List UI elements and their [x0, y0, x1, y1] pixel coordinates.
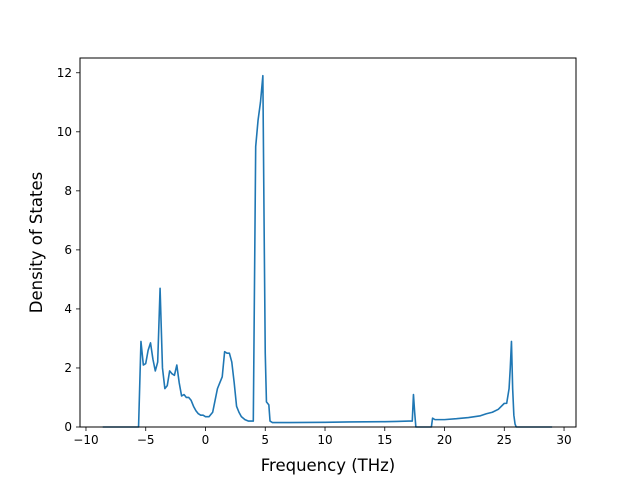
dos-series-line	[102, 74, 553, 428]
x-tick-label: 0	[202, 433, 210, 447]
x-tick-label: 10	[317, 433, 332, 447]
y-tick-label: 2	[64, 361, 72, 375]
x-tick-label: 25	[497, 433, 512, 447]
x-tick-label: 30	[556, 433, 571, 447]
axis-ticks: −10 −5 0 5 10 15 20 25 30 0 2 4 6 8 10 12	[57, 66, 572, 447]
y-axis-label: Density of States	[27, 172, 46, 313]
y-tick-label: 6	[64, 243, 72, 257]
y-tick-label: 4	[64, 302, 72, 316]
plot-frame	[79, 57, 577, 428]
y-tick-label: 0	[64, 420, 72, 434]
x-axis-label: Frequency (THz)	[261, 456, 396, 475]
y-tick-label: 8	[64, 184, 72, 198]
x-tick-label: 20	[437, 433, 452, 447]
x-tick-label: 15	[377, 433, 392, 447]
plot-area	[102, 74, 553, 428]
x-tick-label: 5	[261, 433, 269, 447]
x-tick-label: −10	[73, 433, 98, 447]
x-tick-label: −5	[137, 433, 155, 447]
y-tick-label: 12	[57, 66, 72, 80]
y-tick-label: 10	[57, 125, 72, 139]
